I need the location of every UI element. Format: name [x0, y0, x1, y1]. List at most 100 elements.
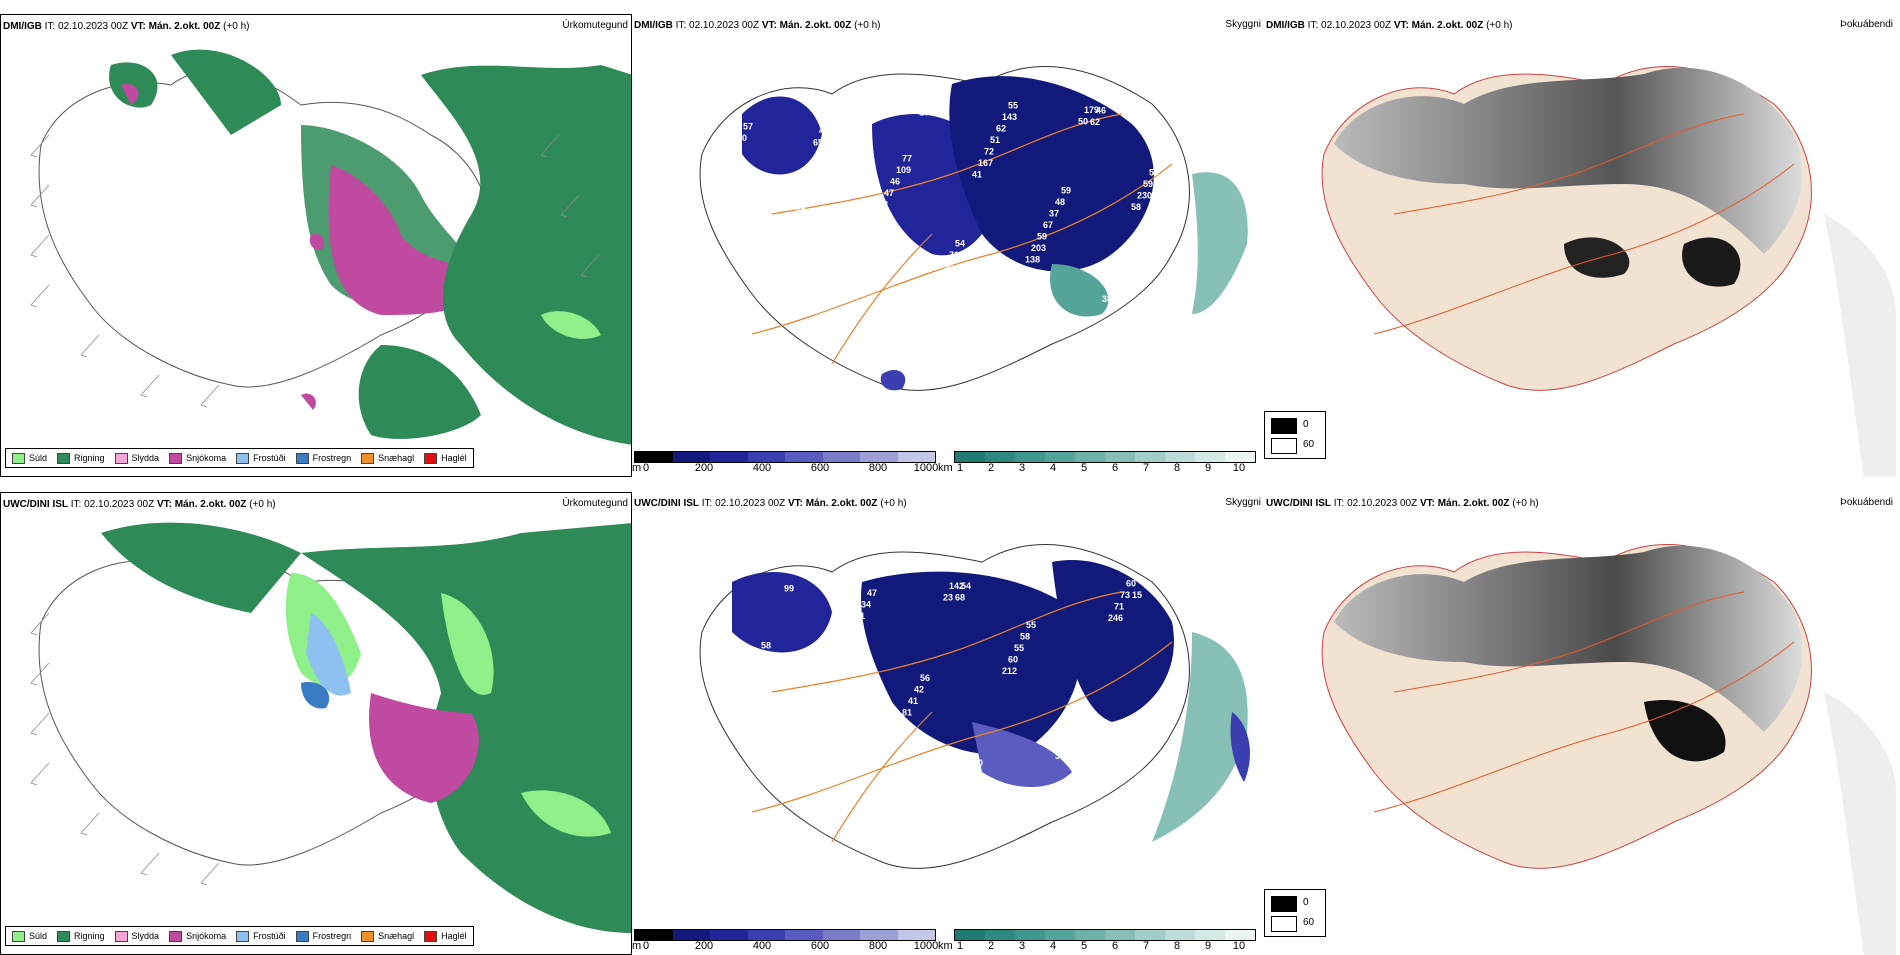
visibility-values: 57 68 59 77 54 55 59 36 70 32 94 109 71 143 48 57 58 47 57… [737, 96, 1171, 304]
visibility-value-label: 365 [1055, 751, 1070, 761]
legend-item-slydda: Slydda [114, 930, 159, 942]
precip-type-map [30, 49, 631, 445]
visibility-value-label: 99 [784, 583, 794, 593]
visibility-value-label: 54 [1155, 156, 1165, 166]
precip-type-panel-row1: DMI/IGB IT: 02.10.2023 00Z VT: Mán. 2.ok… [0, 14, 632, 477]
visibility-value-label: 81 [902, 707, 912, 717]
visibility-value-label: 59 [1061, 186, 1071, 196]
visibility-value-label: 59 [1143, 179, 1153, 189]
legend-item-frostregn: Frostregn [295, 452, 351, 464]
vis-unit-m: m [632, 940, 642, 952]
visibility-value-label: 46 [1096, 105, 1106, 115]
legend-item-snjokoma: Snjókoma [169, 452, 226, 464]
visibility-value-label: 57 [743, 121, 753, 131]
visibility-value-label: 55 [1026, 620, 1036, 630]
visibility-value-label: 40 [1073, 717, 1083, 727]
legend-item-haglel: Haglél [424, 452, 467, 464]
visibility-map: 57 68 59 77 54 55 59 36 70 32 94 109 71 143 48 57 58 47 57… [699, 66, 1248, 391]
precip-type-map [30, 522, 631, 933]
visibility-value-label: 51 [1067, 728, 1077, 738]
visibility-value-label: 58 [761, 641, 771, 651]
visibility-value-label: 70 [737, 133, 747, 143]
visibility-value-label: 15 [1132, 590, 1142, 600]
visibility-value-label: 62 [996, 124, 1006, 134]
visibility-value-label: 79 [796, 760, 806, 770]
visibility-value-label: 23 [943, 592, 953, 602]
precip-legend: Súld Rigning Slydda Snjókoma Frostúði Fr… [5, 448, 474, 468]
panel-title: Skyggni [1225, 497, 1261, 508]
fog-roads [1373, 113, 1795, 335]
visibility-value-label: 57 [849, 622, 859, 632]
legend-item-snaehagl: Snæhagl [361, 452, 414, 464]
road-network [751, 591, 1173, 843]
visibility-value-label: 73 [831, 103, 841, 113]
visibility-value-label: 72 [984, 147, 994, 157]
visibility-value-label: 42 [866, 223, 876, 233]
legend-item-frostudi: Frostúði [236, 452, 286, 464]
fog-map [1321, 544, 1896, 955]
visibility-value-label: 138 [1025, 255, 1040, 265]
visibility-value-label: 69 [1079, 705, 1089, 715]
visibility-value-label: 47 [884, 188, 894, 198]
visibility-value-label: 179 [1084, 105, 1099, 115]
visibility-value-label: 63 [896, 719, 906, 729]
visibility-value-label: 90 [943, 262, 953, 272]
fog-legend-row1: 0 60 [1264, 411, 1326, 459]
fog-label-bottom: 60 [1303, 439, 1315, 450]
panel-header: UWC/DINI ISL IT: 02.10.2023 00Z VT: Mán.… [3, 499, 276, 510]
visibility-value-label: 58 [1020, 632, 1030, 642]
visibility-value-label: 49 [819, 126, 829, 136]
visibility-panel-row1: 57 68 59 77 54 55 59 36 70 32 94 109 71 143 48 57 58 47 57… [632, 14, 1264, 477]
visibility-value-label: 54 [837, 645, 847, 655]
visibility-value-label: 60 [1126, 579, 1136, 589]
visibility-value-label: 212 [1002, 666, 1017, 676]
legend-item-slydda: Slydda [114, 452, 159, 464]
visibility-value-label: 38 [1102, 294, 1112, 304]
legend-item-rigning: Rigning [57, 452, 105, 464]
visibility-panel-row2: 58 44 47 56 60 55 69 15 54 39 34 42 52 58 40 60 43 52 61 41… [632, 492, 1264, 955]
vis-scale-km [954, 929, 1256, 941]
visibility-value-label: 39 [808, 737, 818, 747]
visibility-value-label: 142 [949, 581, 964, 591]
visibility-value-label: 61 [931, 285, 941, 295]
fog-label-top: 0 [1303, 419, 1309, 430]
visibility-value-label: 60 [1008, 655, 1018, 665]
vis-unit-m: m [632, 462, 642, 474]
visibility-value-label: 77 [902, 154, 912, 164]
panel-header: DMI/IGB IT: 02.10.2023 00Z VT: Mán. 2.ok… [634, 20, 881, 31]
visibility-value-label: 167 [978, 158, 993, 168]
visibility-value-label: 47 [784, 229, 794, 239]
legend-item-sudl: Súld [12, 452, 47, 464]
visibility-value-label: 94 [843, 103, 853, 113]
visibility-value-label: 68 [890, 730, 900, 740]
visibility-value-label: 54 [755, 652, 765, 662]
visibility-value-label: 71 [1114, 602, 1124, 612]
visibility-value-label: 50 [1078, 117, 1088, 127]
visibility-value-label: 62 [760, 275, 770, 285]
visibility-value-label: 57 [1108, 282, 1118, 292]
visibility-value-label: 44 [737, 687, 747, 697]
panel-title: Þokuábendi [1840, 19, 1893, 30]
panel-title: Skyggni [1225, 19, 1261, 30]
visibility-value-label: 48 [1055, 197, 1065, 207]
visibility-value-label: 78 [937, 273, 947, 283]
visibility-value-label: 48 [878, 200, 888, 210]
visibility-value-label: 60 [772, 252, 782, 262]
visibility-value-label: 62 [1090, 117, 1100, 127]
legend-item-frostregn: Frostregn [295, 930, 351, 942]
visibility-value-label: 53 [778, 241, 788, 251]
visibility-value-label: 59 [849, 292, 859, 302]
visibility-value-label: 230 [1137, 190, 1152, 200]
visibility-value-label: 67 [1043, 220, 1053, 230]
visibility-value-label: 58 [1131, 202, 1141, 212]
panel-header: DMI/IGB IT: 02.10.2023 00Z VT: Mán. 2.ok… [1266, 20, 1513, 31]
panel-header: UWC/DINI ISL IT: 02.10.2023 00Z VT: Mán.… [634, 498, 907, 509]
visibility-map: 5844475660556915543934425258406043526141… [699, 544, 1251, 869]
visibility-value-label: 37 [1049, 209, 1059, 219]
visibility-value-label: 32 [790, 218, 800, 228]
visibility-value-label: 54 [955, 239, 965, 249]
visibility-value-label: 57 [837, 115, 847, 125]
vis-scale-m [634, 929, 936, 941]
fog-panel-row1: DMI/IGB IT: 02.10.2023 00Z VT: Mán. 2.ok… [1264, 14, 1896, 477]
fog-roads [1373, 591, 1795, 813]
